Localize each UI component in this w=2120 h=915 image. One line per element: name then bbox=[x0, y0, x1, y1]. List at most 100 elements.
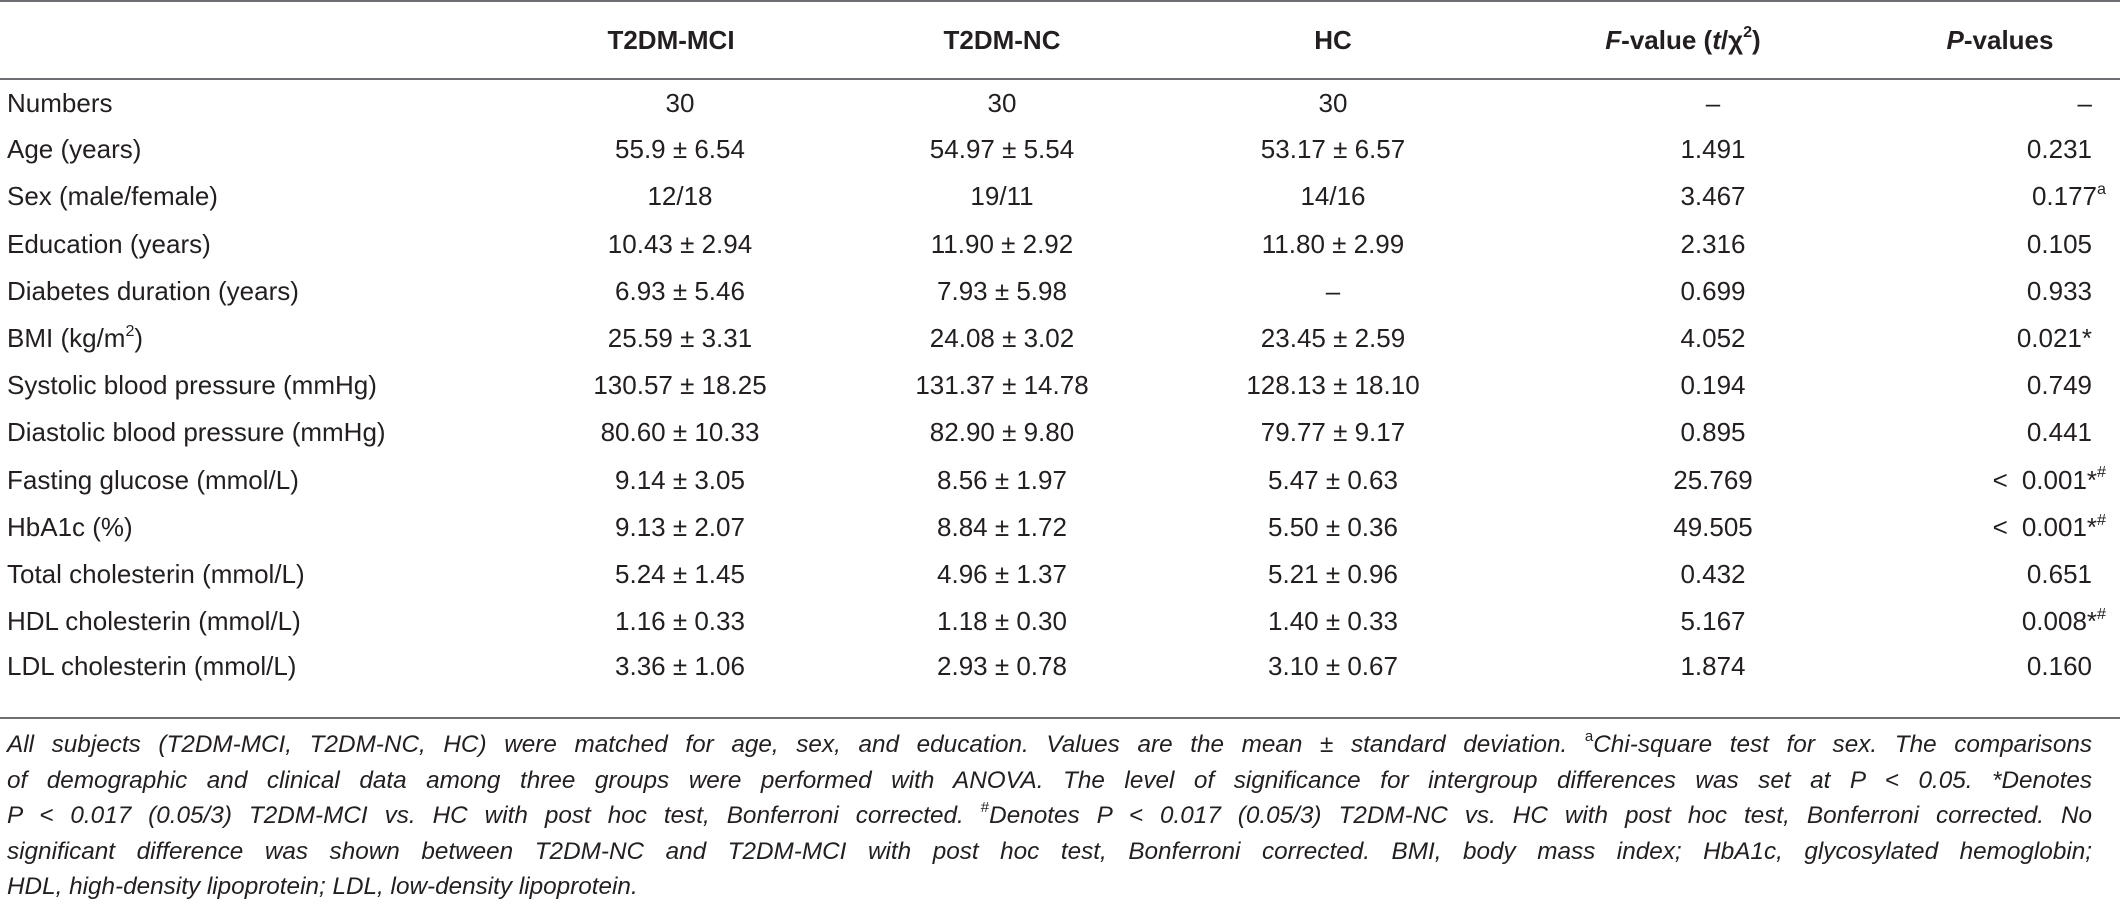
header-t-italic: t bbox=[1712, 24, 1721, 55]
footnote-line-2: of demographic and clinical data among t… bbox=[7, 766, 2092, 794]
cell-t2dm-mci: 30 bbox=[665, 87, 695, 118]
table-row: LDL cholesterin (mmol/L) 3.36 ± 1.06 2.93 … bbox=[0, 645, 2120, 692]
table-row: HbA1c (%) 9.13 ± 2.07 8.84 ± 1.72 5.50 ± 0.… bbox=[0, 504, 2120, 551]
cell-p-value: 0.441 bbox=[1880, 409, 2120, 456]
cell-hc: 3.10 ± 0.67 bbox=[1268, 651, 1398, 682]
cell-p-value: <0.001*# bbox=[1880, 457, 2120, 504]
table-body: Numbers 30 30 30 – – Age (years) 55.9 ± 6.54 54.… bbox=[0, 79, 2120, 692]
cell-hc: 79.77 ± 9.17 bbox=[1260, 417, 1406, 448]
cell-hc: – bbox=[1325, 275, 1341, 306]
footnote-l3-b: Denotes P < 0.017 (0.05/3) T2DM-NC vs. H… bbox=[989, 802, 2093, 829]
table-row: HDL cholesterin (mmol/L) 1.16 ± 0.33 1.18 … bbox=[0, 598, 2120, 645]
cell-t2dm-mci: 130.57 ± 18.25 bbox=[593, 370, 767, 401]
cell-t2dm-nc: 7.93 ± 5.98 bbox=[937, 275, 1067, 306]
cell-t2dm-nc: 82.90 ± 9.80 bbox=[929, 417, 1075, 448]
row-label-text: Total cholesterin (mmol/L) bbox=[7, 558, 305, 589]
row-label-text: Numbers bbox=[7, 87, 113, 118]
cell-hc: 53.17 ± 6.57 bbox=[1260, 134, 1406, 165]
cell-f-value: 0.194 bbox=[1680, 370, 1746, 401]
cell-f-value: 0.895 bbox=[1680, 417, 1746, 448]
cell-t2dm-mci: 9.14 ± 3.05 bbox=[615, 464, 745, 495]
cell-t2dm-nc: 19/11 bbox=[970, 181, 1034, 212]
row-label: Total cholesterin (mmol/L) bbox=[0, 551, 518, 598]
cell-p-value: 0.749 bbox=[1880, 362, 2120, 409]
cell-t2dm-mci: 3.36 ± 1.06 bbox=[615, 651, 745, 682]
header-t2dm-mci: T2DM-MCI bbox=[518, 0, 824, 80]
header-hc: HC bbox=[1180, 0, 1486, 80]
table-row: Education (years) 10.43 ± 2.94 11.90 ± 2.9… bbox=[0, 221, 2120, 268]
cell-p-value: 0.160 bbox=[1880, 645, 2120, 692]
table-row: Total cholesterin (mmol/L) 5.24 ± 1.45 4.9… bbox=[0, 551, 2120, 598]
cell-p-value: – bbox=[1880, 79, 2120, 126]
row-label: BMI (kg/m2) bbox=[0, 315, 518, 362]
cell-t2dm-mci: 9.13 ± 2.07 bbox=[615, 511, 745, 542]
p-value-text: 0.441 bbox=[2026, 417, 2092, 448]
footnote-l3-a: P < 0.017 (0.05/3) T2DM-MCI vs. HC with … bbox=[7, 802, 981, 829]
footnote-line-3: P < 0.017 (0.05/3) T2DM-MCI vs. HC with … bbox=[7, 798, 2092, 834]
row-label-text: Fasting glucose (mmol/L) bbox=[7, 464, 299, 495]
footnote-divider bbox=[0, 717, 2120, 719]
p-value-text: 0.001* bbox=[2021, 464, 2098, 495]
header-f-italic: F bbox=[1605, 24, 1622, 55]
row-label: Age (years) bbox=[0, 126, 518, 173]
header-chi-sup: 2 bbox=[1743, 23, 1753, 42]
p-value-text: 0.933 bbox=[2026, 275, 2092, 306]
row-label: Systolic blood pressure (mmHg) bbox=[0, 362, 518, 409]
p-value-text: – bbox=[2077, 87, 2092, 118]
cell-hc: 23.45 ± 2.59 bbox=[1260, 323, 1406, 354]
table-row: Fasting glucose (mmol/L) 9.14 ± 3.05 8.56 … bbox=[0, 457, 2120, 504]
row-label: Sex (male/female) bbox=[0, 173, 518, 220]
footnote-l3-sup: # bbox=[980, 799, 990, 817]
p-value-text: 0.021* bbox=[2016, 323, 2092, 354]
row-label: Numbers bbox=[0, 79, 518, 126]
p-value-sup: # bbox=[2097, 463, 2106, 482]
p-value-prefix: < bbox=[1992, 464, 2008, 495]
cell-p-value: 0.651 bbox=[1880, 551, 2120, 598]
row-label: HDL cholesterin (mmol/L) bbox=[0, 598, 518, 645]
table-row: Diastolic blood pressure (mmHg) 80.60 ± 1… bbox=[0, 409, 2120, 456]
row-label: LDL cholesterin (mmol/L) bbox=[0, 645, 518, 692]
cell-f-value: 0.699 bbox=[1680, 275, 1746, 306]
cell-t2dm-mci: 55.9 ± 6.54 bbox=[615, 134, 745, 165]
cell-t2dm-mci: 25.59 ± 3.31 bbox=[607, 323, 753, 354]
row-label: Fasting glucose (mmol/L) bbox=[0, 457, 518, 504]
footnote-l1-b: Chi-square test for sex. The comparisons bbox=[1593, 731, 2092, 758]
row-label-text: Sex (male/female) bbox=[7, 181, 218, 212]
cell-p-value: <0.001*# bbox=[1880, 504, 2120, 551]
cell-t2dm-nc: 30 bbox=[987, 87, 1017, 118]
cell-f-value: 4.052 bbox=[1680, 323, 1746, 354]
row-label: Diabetes duration (years) bbox=[0, 268, 518, 315]
row-label-text: LDL cholesterin (mmol/L) bbox=[7, 651, 297, 682]
p-value-text: 0.001* bbox=[2021, 511, 2098, 542]
header-p-italic: P bbox=[1946, 24, 1964, 55]
footnote-line-4: significant difference was shown between… bbox=[7, 837, 2092, 865]
table-row: BMI (kg/m2) 25.59 ± 3.31 24.08 ± 3.02 23.45… bbox=[0, 315, 2120, 362]
cell-hc: 1.40 ± 0.33 bbox=[1268, 606, 1398, 637]
cell-f-value: 2.316 bbox=[1680, 228, 1746, 259]
cell-t2dm-mci: 1.16 ± 0.33 bbox=[615, 606, 745, 637]
cell-t2dm-nc: 8.84 ± 1.72 bbox=[937, 511, 1067, 542]
row-label-tail: ) bbox=[134, 323, 144, 354]
header-variable bbox=[0, 0, 518, 80]
cell-t2dm-mci: 6.93 ± 5.46 bbox=[615, 275, 745, 306]
cell-hc: 5.21 ± 0.96 bbox=[1268, 558, 1398, 589]
cell-p-value: 0.008*# bbox=[1880, 598, 2120, 645]
header-p-values: P-values bbox=[1880, 0, 2120, 80]
cell-t2dm-mci: 80.60 ± 10.33 bbox=[600, 417, 760, 448]
table-footnote: All subjects (T2DM-MCI, T2DM-NC, HC) wer… bbox=[7, 727, 2092, 905]
header-f-close: ) bbox=[1752, 24, 1761, 55]
p-value-sup: a bbox=[2097, 180, 2106, 199]
row-label-sup: 2 bbox=[125, 321, 135, 340]
table-row: Diabetes duration (years) 6.93 ± 5.46 7.93… bbox=[0, 268, 2120, 315]
cell-hc: 5.47 ± 0.63 bbox=[1268, 464, 1398, 495]
header-p-rest: -values bbox=[1963, 24, 2054, 55]
header-t2dm-nc: T2DM-NC bbox=[824, 0, 1180, 80]
cell-t2dm-mci: 10.43 ± 2.94 bbox=[607, 228, 753, 259]
footnote-line-1: All subjects (T2DM-MCI, T2DM-NC, HC) wer… bbox=[7, 727, 2092, 763]
p-value-text: 0.749 bbox=[2026, 370, 2092, 401]
footnote-l1-a: All subjects (T2DM-MCI, T2DM-NC, HC) wer… bbox=[7, 731, 1585, 758]
p-value-prefix: < bbox=[1992, 511, 2008, 542]
table-header: T2DM-MCI T2DM-NC HC F-value (t/χ2) P-val… bbox=[0, 0, 2120, 80]
row-label: Education (years) bbox=[0, 221, 518, 268]
